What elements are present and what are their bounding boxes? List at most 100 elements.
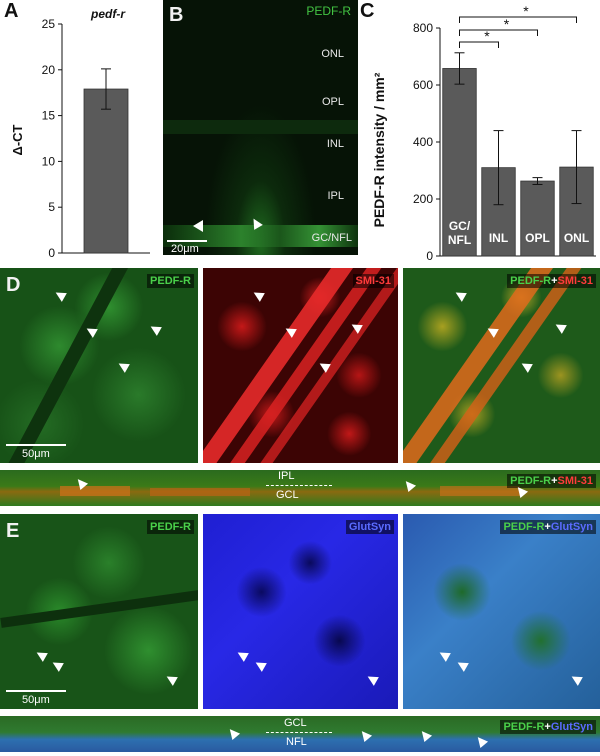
scale-bar (6, 444, 66, 446)
marker-label-pedfr-d: PEDF-R (147, 274, 194, 288)
layer-label-opl: OPL (321, 96, 344, 108)
strip-layer-gcl: GCL (276, 489, 299, 501)
arrowhead-icon (235, 648, 249, 662)
arrowhead-icon (569, 672, 583, 686)
scale-label: 50μm (22, 694, 50, 706)
y-tick-label: 600 (413, 78, 433, 92)
bar (83, 88, 129, 254)
marker-label-pedfr-e: PEDF-R (147, 520, 194, 534)
strip-layer-gcl: GCL (284, 717, 307, 729)
arrowhead-icon (148, 322, 162, 336)
marker-label-merge-d: PEDF-R+SMI-31 (507, 274, 596, 288)
y-tick-label: 200 (413, 192, 433, 206)
layer-label-gcnfl: GC/NFL (311, 232, 352, 244)
micrograph-e-blue: GlutSyn (203, 514, 398, 709)
y-tick-label: 25 (42, 17, 56, 31)
marker-label-glutsyn: GlutSyn (345, 520, 394, 534)
y-tick-label: 0 (48, 246, 55, 260)
y-tick-label: 5 (48, 200, 55, 214)
marker-label-merge-e: PEDF-R+GlutSyn (500, 520, 596, 534)
strip-layer-ipl: IPL (278, 470, 295, 482)
y-tick-label: 0 (426, 249, 433, 260)
scale-label: 20μm (171, 243, 199, 255)
ganglion-layer-band (163, 225, 358, 247)
arrowhead-icon (453, 288, 467, 302)
chart-c: 0 200 400 600 800 GC/NFL INL OPL ONL PEDF-R inten… (371, 3, 596, 260)
panel-letter-b: B (169, 4, 184, 26)
arrowhead-icon (116, 359, 130, 373)
significance-star: * (484, 28, 490, 44)
panel-letter-e: E (6, 520, 20, 542)
y-axis-label: PEDF-R intensity / mm² (371, 72, 387, 227)
nerve-fiber (4, 268, 130, 463)
layer-divider (266, 732, 332, 733)
bar (520, 180, 555, 257)
bar-category-label: INL (489, 231, 508, 245)
arrowhead-icon (473, 733, 489, 749)
arrowhead-icon (50, 658, 64, 672)
scale-bar (6, 690, 66, 692)
micrograph-e-green: E PEDF-R 50μm (0, 514, 198, 709)
arrowhead-icon (417, 727, 433, 743)
plexiform-band (163, 120, 358, 134)
micrograph-e-merge: PEDF-R+GlutSyn (403, 514, 600, 709)
strip-layer-nfl: NFL (286, 736, 307, 748)
chart-title: pedf-r (90, 7, 126, 21)
bar-category-label: GC/ (449, 219, 471, 233)
arrowhead-icon (357, 727, 373, 743)
strip-highlight (440, 486, 520, 496)
panel-letter-a: A (4, 0, 19, 22)
axon-bundle (224, 268, 384, 463)
marker-label-merge-strip-e: PEDF-R+GlutSyn (500, 720, 596, 734)
arrowhead-icon (34, 648, 48, 662)
arrowhead-icon (251, 288, 265, 302)
arrowhead-icon (365, 672, 379, 686)
micrograph-d-merge: PEDF-R+SMI-31 (403, 268, 600, 463)
layer-label-inl: INL (326, 138, 344, 150)
marker-label-smi31: SMI-31 (352, 274, 394, 288)
y-tick-label: 400 (413, 135, 433, 149)
significance-bracket (459, 16, 577, 23)
panel-letter-d: D (6, 274, 21, 296)
axon-bundle (424, 268, 584, 463)
bar-category-label: ONL (564, 231, 589, 245)
y-axis-label: Δ-CT (10, 124, 25, 155)
arrowhead-icon (225, 725, 241, 741)
nerve-fiber (0, 590, 198, 628)
significance-star: * (504, 16, 510, 32)
arrowhead-icon (455, 658, 469, 672)
arrowhead-icon (519, 359, 533, 373)
significance-bracket (459, 41, 499, 48)
bar (442, 68, 477, 257)
y-tick-label: 10 (42, 154, 56, 168)
y-tick-label: 800 (413, 21, 433, 35)
scale-bar (167, 240, 207, 242)
panel-letter-c: C (360, 0, 375, 22)
chart-a: 0 5 10 15 20 25 pedf-r Δ-CT (10, 7, 150, 260)
micrograph-d-green: D PEDF-R 50μm (0, 268, 198, 463)
arrowhead-icon (437, 648, 451, 662)
marker-label-merge-strip-d: PEDF-R+SMI-31 (507, 474, 596, 488)
arrowhead-icon (401, 477, 417, 493)
arrowhead-icon (164, 672, 178, 686)
strip-highlight (60, 486, 130, 496)
arrowhead-icon (553, 320, 567, 334)
marker-label-pedfr: PEDF-R (306, 4, 351, 18)
layer-label-onl: ONL (321, 48, 344, 60)
bar-category-label: OPL (525, 231, 550, 245)
y-tick-label: 20 (42, 63, 56, 77)
arrowhead-icon (53, 288, 67, 302)
cross-section-strip-d: IPL GCL PEDF-R+SMI-31 (0, 470, 600, 506)
cross-section-strip-e: GCL NFL PEDF-R+GlutSyn (0, 716, 600, 752)
significance-star: * (523, 3, 529, 19)
open-arrowhead-icon (193, 220, 203, 232)
micrograph-d-red: SMI-31 (203, 268, 398, 463)
micrograph-b: B PEDF-R ONL OPL INL IPL GC/NFL 20μm (163, 0, 358, 255)
bar-category-label: NFL (448, 233, 471, 247)
scale-label: 50μm (22, 448, 50, 460)
layer-label-ipl: IPL (327, 190, 344, 202)
layer-divider (266, 485, 332, 486)
arrowhead-icon (253, 658, 267, 672)
significance-bracket (459, 29, 538, 36)
y-tick-label: 15 (42, 109, 56, 123)
